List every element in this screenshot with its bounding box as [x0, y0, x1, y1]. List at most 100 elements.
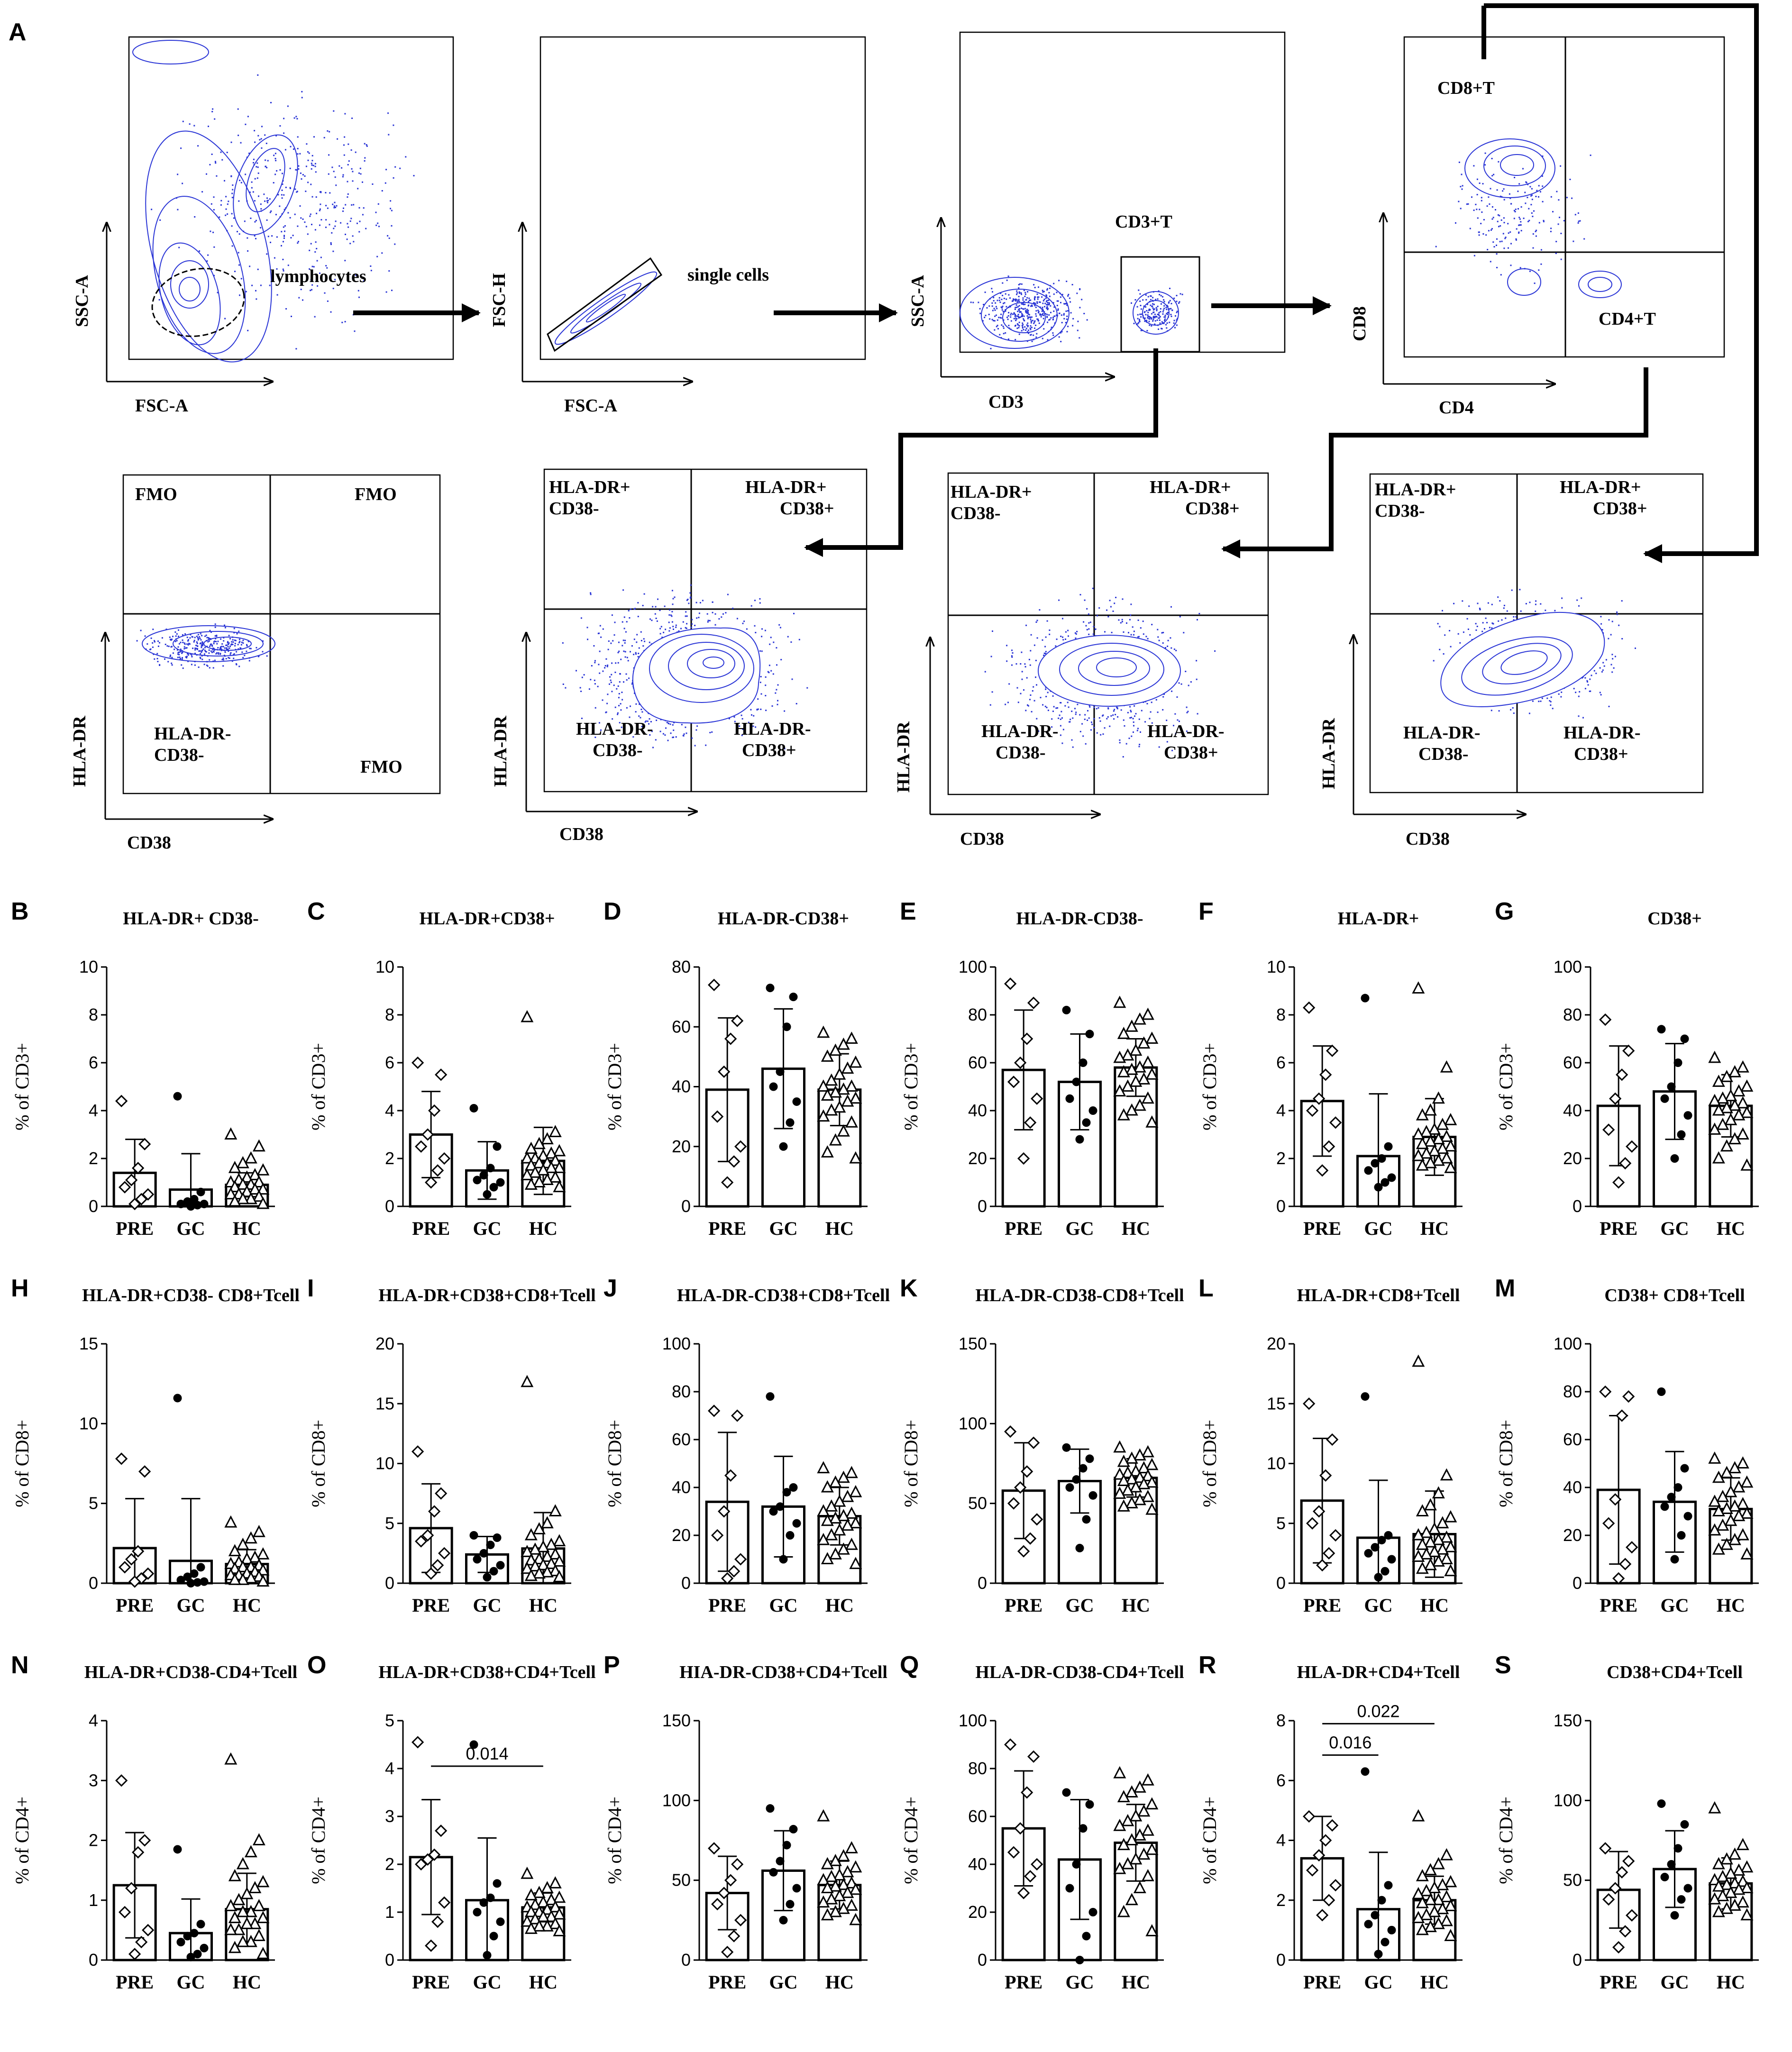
data-point: [1117, 1474, 1130, 1487]
flow-event-dot: [196, 642, 198, 644]
flow-event-dot: [994, 320, 996, 322]
flow-event-dot: [161, 637, 163, 639]
flow-event-dot: [1022, 303, 1024, 305]
flow-event-dot: [314, 165, 316, 167]
data-point: [532, 1156, 546, 1168]
flow-event-dot: [1045, 294, 1047, 296]
data-point: [829, 1511, 842, 1524]
data-point: [1381, 1567, 1390, 1576]
flow-event-dot: [181, 664, 183, 666]
flow-event-dot: [1496, 253, 1498, 255]
data-point: [1683, 1111, 1692, 1120]
x-tick-label: HC: [1717, 1218, 1745, 1239]
flow-event-dot: [1002, 305, 1004, 307]
data-point: [1371, 1543, 1380, 1552]
data-point: [1720, 1101, 1733, 1113]
flow-event-dot: [1158, 317, 1160, 319]
flow-event-dot: [381, 190, 383, 192]
data-point: [1424, 1558, 1437, 1570]
flow-event-dot: [1484, 152, 1486, 154]
data-point: [1428, 1545, 1441, 1557]
data-point: [845, 1079, 858, 1092]
data-point: [521, 1375, 534, 1387]
data-point: [1319, 1068, 1332, 1081]
gate-label-cd4: CD4+T: [1599, 309, 1656, 329]
data-point: [1673, 1483, 1682, 1492]
data-point: [1612, 1176, 1625, 1189]
data-point: [190, 1569, 199, 1578]
flow-event-dot: [279, 169, 281, 171]
flow-event-dot: [320, 256, 322, 258]
flow-event-dot: [984, 292, 986, 293]
flow-event-dot: [343, 207, 344, 209]
data-point: [817, 1025, 830, 1038]
flow-event-dot: [190, 634, 192, 636]
flow-event-dot: [231, 192, 233, 194]
y-tick-label: 0: [681, 1196, 691, 1216]
flow-event-dot: [654, 613, 656, 615]
flow-event-dot: [1056, 300, 1058, 302]
flow-event-dot: [164, 658, 165, 660]
data-point: [1125, 1062, 1138, 1075]
flow-event-dot: [1030, 305, 1032, 307]
flow-event-dot: [771, 705, 773, 707]
flow-event-dot: [776, 689, 777, 691]
flow-event-dot: [1120, 709, 1122, 711]
flow-event-dot: [300, 289, 302, 291]
flow-event-dot: [1060, 332, 1061, 334]
flow-event-dot: [1021, 671, 1023, 673]
flow-plot-frame: [122, 474, 441, 794]
flow-event-dot: [266, 253, 268, 255]
flow-event-dot: [1157, 629, 1159, 630]
flow-event-dot: [1060, 301, 1061, 303]
flow-event-dot: [695, 602, 697, 603]
flow-event-dot: [1176, 310, 1178, 312]
flow-event-dot: [1522, 168, 1524, 170]
flow-event-dot: [1600, 694, 1602, 696]
x-axis-label: CD38: [960, 829, 1004, 849]
flow-event-dot: [282, 258, 284, 260]
flow-event-dot: [218, 652, 219, 654]
flow-event-dot: [1150, 711, 1152, 713]
flow-event-dot: [1142, 329, 1143, 331]
data-point: [1329, 1116, 1342, 1129]
flow-event-dot: [269, 211, 271, 213]
flow-event-dot: [302, 218, 304, 220]
flow-event-dot: [1035, 659, 1037, 661]
flow-event-dot: [1140, 308, 1142, 310]
flow-event-dot: [1489, 627, 1490, 629]
flow-event-dot: [1023, 319, 1025, 321]
flow-event-dot: [1034, 296, 1036, 298]
flow-event-dot: [590, 593, 592, 595]
flow-event-dot: [200, 633, 201, 635]
flow-event-dot: [1162, 642, 1164, 644]
data-point: [1728, 1532, 1741, 1545]
flow-event-dot: [266, 197, 268, 199]
flow-event-dot: [177, 657, 179, 658]
data-point: [792, 1519, 801, 1528]
y-tick-label: 4: [89, 1711, 98, 1730]
data-point: [786, 1531, 795, 1540]
flow-event-dot: [565, 687, 567, 689]
data-point: [821, 1145, 834, 1158]
flow-event-dot: [1022, 314, 1024, 316]
flow-event-dot: [1484, 628, 1485, 629]
flow-event-dot: [606, 702, 608, 704]
flow-event-dot: [347, 223, 348, 225]
flow-event-dot: [182, 657, 183, 659]
p-value-label: 0.014: [466, 1744, 508, 1763]
flow-event-dot: [1047, 303, 1049, 305]
gate-label-single-cells: single cells: [687, 265, 769, 285]
flow-event-dot: [1065, 310, 1067, 312]
flow-event-dot: [1015, 339, 1016, 341]
data-point: [479, 1898, 488, 1907]
data-point: [196, 1187, 205, 1196]
flow-event-dot: [1467, 629, 1469, 630]
flow-event-dot: [1475, 623, 1477, 625]
flow-event-dot: [1021, 283, 1023, 285]
flow-event-dot: [1102, 733, 1104, 735]
flow-event-dot: [238, 648, 239, 650]
data-point: [537, 1163, 550, 1176]
flow-event-dot: [309, 249, 311, 251]
